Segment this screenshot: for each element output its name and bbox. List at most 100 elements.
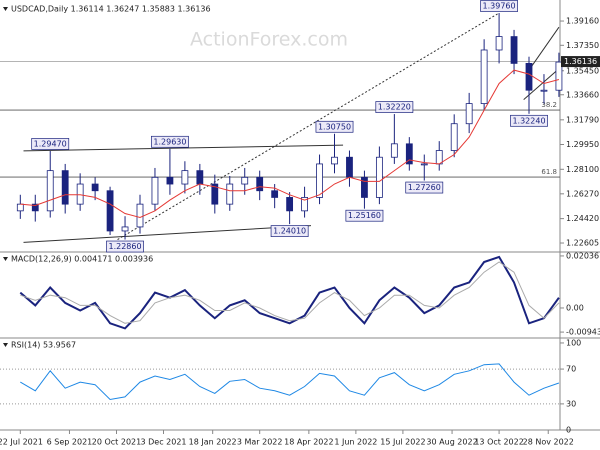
candle-body	[331, 156, 338, 165]
candle-body	[361, 176, 368, 198]
candle-body	[166, 176, 174, 185]
candle-body	[241, 176, 249, 185]
title-marker	[3, 343, 8, 347]
y-tick-label: 1.26270	[566, 189, 599, 198]
annotation-box	[480, 0, 518, 12]
candle-body	[495, 36, 503, 51]
candle-body	[151, 176, 159, 205]
title-marker	[3, 257, 8, 261]
price-annotation: 1.24010	[273, 227, 306, 236]
candle-body	[76, 183, 84, 205]
candle-body	[61, 170, 69, 205]
y-tick-label: 1.33660	[566, 90, 599, 99]
candle-body	[375, 156, 383, 198]
x-tick-label: 22 Jul 2021	[0, 438, 43, 447]
annotation-box	[345, 209, 384, 222]
x-tick-label: 18 Apr 2022	[284, 438, 333, 447]
x-tick-label: 6 Sep 2021	[47, 438, 93, 447]
y-tick-label: 100	[566, 338, 581, 347]
candle-body	[16, 203, 24, 212]
candle-body	[271, 190, 279, 198]
title-marker	[3, 7, 8, 11]
x-tick-label: 3 Mar 2022	[237, 438, 283, 447]
candle-body	[390, 143, 398, 158]
price-annotation: 1.32220	[378, 103, 411, 112]
x-tick-label: 1 Jun 2022	[334, 438, 377, 447]
series-line	[20, 363, 560, 401]
candle-body	[226, 183, 234, 205]
y-tick-label: 1.29950	[566, 140, 599, 149]
candle-body	[46, 170, 54, 212]
trendline	[23, 144, 344, 152]
series-line	[20, 69, 560, 219]
y-tick-label: 70	[566, 365, 576, 374]
y-tick-label: 1.37350	[566, 41, 599, 50]
watermark: ActionForex.com	[190, 29, 348, 51]
price-annotation: 1.29470	[34, 139, 67, 148]
candle-body	[405, 143, 413, 165]
candle-body	[346, 156, 353, 178]
candle-body	[106, 190, 114, 232]
price-annotation: 1.22860	[108, 242, 141, 251]
annotation-box	[315, 120, 354, 133]
trendline	[523, 68, 560, 100]
x-tick-label: 15 Jul 2022	[380, 438, 425, 447]
y-tick-label: 1.28100	[566, 165, 599, 174]
annotation-box	[106, 240, 144, 253]
y-tick-label: -0.009438	[566, 328, 600, 337]
y-tick-label: 1.22605	[566, 239, 599, 248]
candle-body	[450, 123, 458, 151]
candle-body	[181, 170, 189, 185]
price-annotation: 1.25160	[348, 211, 381, 220]
fib-label: 61.8	[541, 168, 557, 176]
candle-body	[510, 36, 518, 64]
candle-body	[136, 203, 144, 228]
y-tick-label: 30	[566, 399, 576, 408]
candle-body	[91, 183, 99, 192]
x-tick-label: 20 Oct 2021	[92, 438, 141, 447]
candle-body	[540, 89, 548, 92]
series-line	[20, 261, 560, 324]
panel-title: MACD(12,26,9) 0.004171 0.003936	[11, 255, 153, 264]
panel-title: USDCAD,Daily 1.36114 1.36247 1.35883 1.3…	[11, 5, 211, 14]
x-tick-label: 3 Dec 2021	[141, 438, 187, 447]
x-tick-label: 28 Nov 2022	[523, 438, 574, 447]
y-tick-label: 1.35450	[566, 66, 599, 75]
y-tick-label: 1.39160	[566, 17, 599, 26]
candle-body	[211, 183, 219, 205]
annotation-box	[375, 101, 414, 113]
candle-body	[301, 197, 308, 212]
annotation-box	[405, 181, 444, 194]
y-tick-label: 0.02036	[566, 251, 599, 260]
annotation-box	[270, 225, 309, 237]
candle-body	[555, 61, 563, 91]
trendline	[117, 12, 500, 240]
candle-body	[121, 226, 129, 232]
price-annotation: 1.39760	[483, 1, 516, 10]
last-price-label: 1.36136	[564, 57, 597, 66]
candle-body	[435, 150, 443, 165]
price-annotation: 1.29630	[153, 137, 186, 146]
trendline	[528, 26, 560, 71]
y-tick-label: 1.31790	[566, 115, 599, 124]
trendline	[23, 225, 312, 243]
series-line	[19, 255, 560, 330]
candle-body	[31, 203, 39, 212]
candle-body	[420, 163, 428, 166]
annotation-box	[31, 138, 70, 150]
y-tick-label: 1.24420	[566, 214, 599, 223]
candle-body	[465, 103, 473, 125]
panel-title: RSI(14) 53.9567	[11, 341, 76, 350]
y-tick-label: 0	[566, 426, 571, 435]
price-annotation: 1.27260	[408, 183, 441, 192]
candle-body	[256, 176, 264, 192]
price-annotation: 1.32240	[512, 116, 545, 125]
candle-body	[525, 62, 533, 91]
x-tick-label: 13 Oct 2022	[474, 438, 523, 447]
last-price-tag	[561, 56, 600, 68]
annotation-box	[510, 114, 548, 127]
candle-body	[196, 170, 204, 185]
candle-body	[480, 49, 488, 105]
